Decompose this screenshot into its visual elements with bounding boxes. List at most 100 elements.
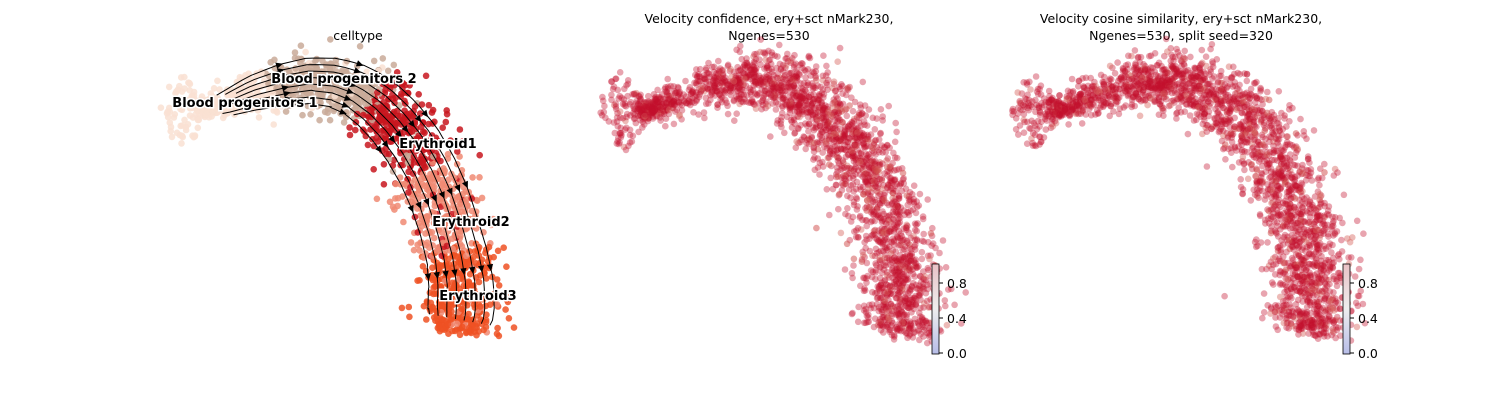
data-point xyxy=(818,89,826,97)
data-point xyxy=(674,83,682,91)
data-point xyxy=(363,68,371,75)
data-point xyxy=(838,81,845,88)
data-point xyxy=(624,77,632,84)
data-point xyxy=(764,90,772,97)
data-point xyxy=(873,178,881,185)
data-point xyxy=(316,89,324,96)
data-point xyxy=(443,107,451,114)
data-point xyxy=(291,54,299,62)
data-point xyxy=(730,97,738,105)
data-point xyxy=(186,105,194,112)
data-point xyxy=(892,119,899,127)
data-point xyxy=(813,224,820,232)
data-point xyxy=(884,254,891,262)
data-point xyxy=(462,252,470,260)
data-point xyxy=(892,208,900,216)
data-point xyxy=(784,79,791,87)
panel2-colorbar: 0.8 0.4 0.0 xyxy=(931,263,967,361)
data-point xyxy=(686,84,694,91)
data-point xyxy=(186,80,194,88)
data-point xyxy=(881,297,889,304)
data-point xyxy=(364,141,372,149)
data-point xyxy=(814,82,821,89)
data-point xyxy=(886,228,893,236)
data-point xyxy=(843,112,851,120)
data-point xyxy=(757,36,764,43)
data-point xyxy=(626,131,634,139)
panel2-colorbar-tick-0.0: 0.0 xyxy=(947,346,967,361)
data-point xyxy=(389,203,397,211)
data-point xyxy=(763,73,770,81)
data-point xyxy=(731,117,738,124)
data-point xyxy=(494,247,502,255)
data-point xyxy=(489,215,497,223)
data-point xyxy=(892,325,899,332)
data-point xyxy=(843,240,851,248)
data-point xyxy=(830,147,838,155)
data-point xyxy=(696,65,704,73)
data-point xyxy=(818,114,826,122)
data-point xyxy=(389,112,397,119)
data-point xyxy=(795,70,803,78)
data-point xyxy=(927,230,935,237)
data-point xyxy=(373,195,381,203)
data-point xyxy=(637,91,644,99)
data-point xyxy=(375,67,382,75)
data-point xyxy=(194,124,202,132)
data-point xyxy=(664,75,671,83)
data-point xyxy=(316,116,323,124)
data-point xyxy=(895,242,902,249)
data-point xyxy=(178,106,186,114)
data-point xyxy=(605,118,613,125)
data-point xyxy=(884,155,892,162)
data-point xyxy=(778,109,786,117)
data-point xyxy=(682,77,689,85)
data-point xyxy=(173,129,181,137)
data-point xyxy=(810,156,817,163)
data-point xyxy=(614,109,621,117)
data-point xyxy=(186,87,193,94)
data-point xyxy=(876,274,884,282)
data-point xyxy=(373,123,380,131)
data-point xyxy=(1184,130,1192,138)
data-point xyxy=(399,80,406,87)
panel2-scatter xyxy=(597,36,969,347)
data-point xyxy=(157,104,165,111)
data-point xyxy=(932,244,939,252)
data-point xyxy=(914,220,921,227)
data-point xyxy=(255,114,263,121)
data-point xyxy=(865,133,872,140)
data-point xyxy=(435,264,442,272)
stream-arrowhead xyxy=(462,180,468,189)
data-point xyxy=(753,92,761,99)
data-point xyxy=(181,116,188,124)
data-point xyxy=(826,161,833,168)
data-point xyxy=(302,88,310,95)
cluster-label-blood-progenitors-2: Blood progenitors 2 xyxy=(271,72,416,87)
data-point xyxy=(923,329,931,337)
data-point xyxy=(835,137,843,145)
data-point xyxy=(844,192,851,200)
data-point xyxy=(736,48,744,56)
data-point xyxy=(210,85,218,92)
data-point xyxy=(430,209,438,217)
data-point xyxy=(919,323,927,331)
data-point xyxy=(774,117,781,124)
data-point xyxy=(218,102,225,109)
data-point xyxy=(879,313,886,321)
data-point xyxy=(916,336,923,344)
data-point xyxy=(905,196,913,203)
data-point xyxy=(285,68,293,75)
data-point xyxy=(446,285,453,293)
data-point xyxy=(627,98,634,106)
data-point xyxy=(856,212,864,220)
stream-arrowhead xyxy=(421,109,429,118)
data-point xyxy=(818,100,826,107)
data-point xyxy=(407,239,415,246)
data-point xyxy=(459,138,466,145)
data-point xyxy=(920,304,927,311)
data-point xyxy=(428,109,436,116)
data-point xyxy=(458,305,465,313)
data-point xyxy=(616,92,624,100)
data-point xyxy=(386,198,394,206)
